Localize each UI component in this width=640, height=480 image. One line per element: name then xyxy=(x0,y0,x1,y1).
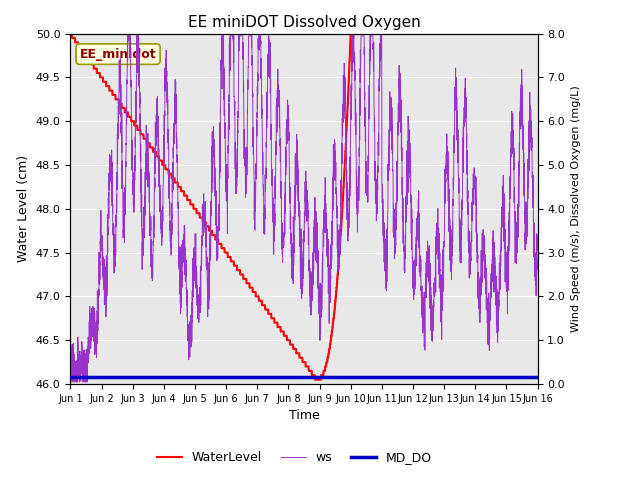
Y-axis label: Water Level (cm): Water Level (cm) xyxy=(17,155,30,263)
Text: EE_minidot: EE_minidot xyxy=(80,48,156,60)
Legend: WaterLevel, ws, MD_DO: WaterLevel, ws, MD_DO xyxy=(152,446,437,469)
Y-axis label: Wind Speed (m/s), Dissolved Oxygen (mg/L): Wind Speed (m/s), Dissolved Oxygen (mg/L… xyxy=(571,85,580,332)
Title: EE miniDOT Dissolved Oxygen: EE miniDOT Dissolved Oxygen xyxy=(188,15,420,30)
X-axis label: Time: Time xyxy=(289,409,319,422)
